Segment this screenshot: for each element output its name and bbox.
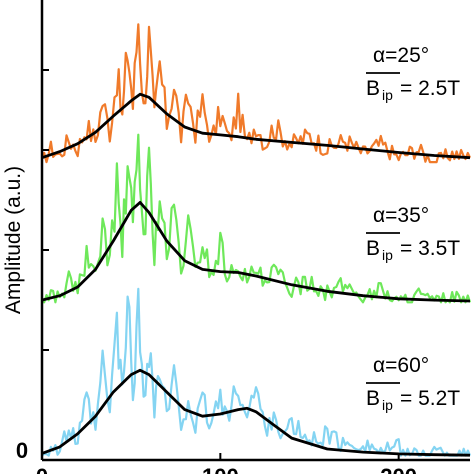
annotation-b-sub: ip bbox=[382, 397, 393, 413]
annotations: α=25° B ip = 2.5T α=35° B ip = 3.5T α=60° B ip = 5.… bbox=[366, 44, 460, 413]
fit-curve-green bbox=[41, 201, 471, 303]
noisy-trace-blue bbox=[41, 287, 472, 457]
annotation-b-symbol: B bbox=[366, 237, 380, 260]
annotation-b-sub: ip bbox=[382, 247, 393, 263]
annotation-b-sub: ip bbox=[382, 87, 393, 103]
axes: 00 100 200 bbox=[16, 0, 470, 474]
y-tick-label-0: 0 bbox=[16, 438, 28, 463]
annotation-alpha: α=35° bbox=[373, 204, 429, 227]
x-tick-label-2: 200 bbox=[380, 464, 417, 474]
annotation-b-value: = 3.5T bbox=[400, 237, 460, 260]
x-tick-label-1: 100 bbox=[202, 464, 239, 474]
annotation-green: α=35° B ip = 3.5T bbox=[366, 204, 460, 263]
fit-curve-blue bbox=[41, 368, 471, 457]
annotation-b-value: = 5.2T bbox=[400, 387, 460, 410]
annotation-blue: α=60° B ip = 5.2T bbox=[366, 354, 460, 413]
annotation-b-symbol: B bbox=[366, 77, 380, 100]
plot-area bbox=[41, 23, 472, 457]
x-tick-label-0: 0 bbox=[36, 464, 48, 474]
fit-curve-orange bbox=[41, 92, 471, 160]
annotation-alpha: α=60° bbox=[373, 354, 429, 377]
annotation-b-symbol: B bbox=[366, 387, 380, 410]
noisy-trace-orange bbox=[41, 23, 471, 164]
annotation-orange: α=25° B ip = 2.5T bbox=[366, 44, 460, 103]
y-axis-label: Amplitude (a.u.) bbox=[2, 166, 25, 314]
annotation-alpha: α=25° bbox=[373, 44, 429, 67]
annotation-b-value: = 2.5T bbox=[400, 77, 460, 100]
